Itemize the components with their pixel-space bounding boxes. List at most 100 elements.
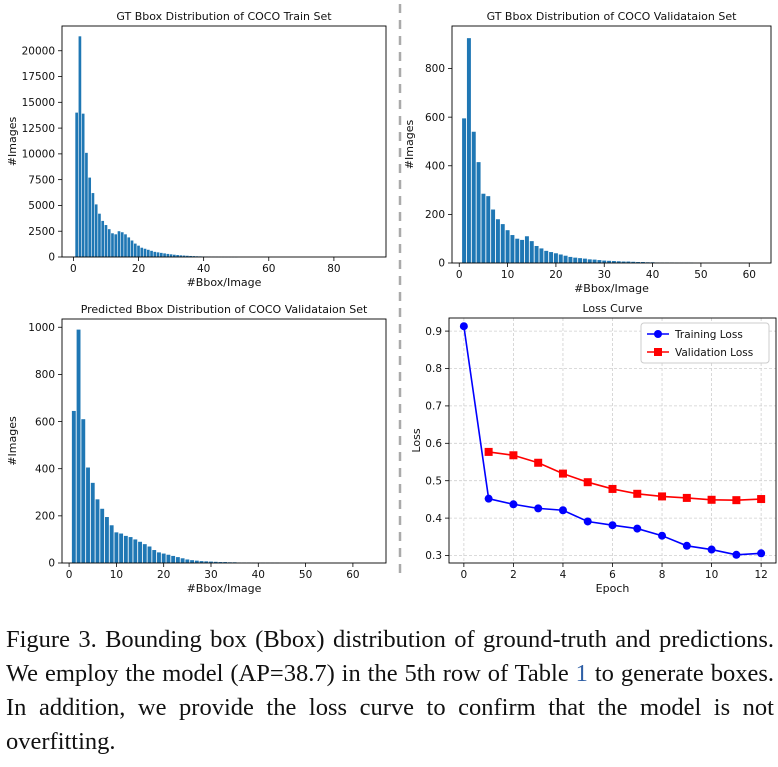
bar <box>223 562 228 563</box>
bar <box>553 253 558 263</box>
data-point <box>534 458 543 467</box>
bar <box>94 204 98 257</box>
bar <box>476 162 481 263</box>
y-tick-label: 15000 <box>22 97 55 109</box>
bar <box>481 193 486 263</box>
bar <box>173 254 176 257</box>
bar <box>71 410 76 563</box>
bar <box>88 177 92 257</box>
bar <box>568 256 573 263</box>
data-point <box>509 500 518 509</box>
bar <box>140 247 144 257</box>
bar <box>101 220 105 257</box>
x-tick-label: 30 <box>598 269 611 281</box>
bar <box>179 255 183 257</box>
bar <box>505 230 510 263</box>
bar <box>100 508 105 563</box>
y-axis-label: #Images <box>6 416 19 466</box>
bar <box>534 245 539 263</box>
bar <box>186 255 189 257</box>
x-tick-label: 60 <box>346 569 359 581</box>
bar <box>169 254 173 257</box>
data-point <box>558 506 567 515</box>
data-point <box>583 478 592 487</box>
x-tick-label: 20 <box>132 263 145 275</box>
bar <box>486 196 491 263</box>
data-point <box>484 494 493 503</box>
bar <box>142 544 147 563</box>
chart-4: 0 2 4 6 8 10 12 0.3 0.4 0.5 0.6 0.7 0.8 0.9 Loss Curve… <box>410 302 777 595</box>
bar <box>182 255 186 257</box>
y-tick-label: 7500 <box>28 174 55 186</box>
x-tick-label: 60 <box>743 269 756 281</box>
y-tick-label: 0 <box>48 558 55 570</box>
bar <box>185 559 190 563</box>
bar <box>213 561 218 563</box>
y-axis-label: #Images <box>403 120 416 170</box>
data-point <box>509 451 518 460</box>
table-reference-link[interactable]: 1 <box>575 660 588 687</box>
data-point <box>583 517 592 526</box>
legend-marker <box>654 330 662 338</box>
bar <box>631 261 636 263</box>
bar <box>524 236 529 263</box>
x-axis-label: #Bbox/Image <box>187 276 262 289</box>
x-tick-label: 50 <box>694 269 707 281</box>
data-point <box>534 504 543 513</box>
legend: Training Loss Validation Loss <box>640 322 770 364</box>
bar <box>130 240 134 257</box>
figure: 0 20 40 60 800250050007500100001250015000175… <box>6 4 777 595</box>
x-tick-label: 20 <box>549 269 562 281</box>
y-tick-label: 800 <box>35 369 55 381</box>
bar <box>133 243 137 257</box>
chart-title: GT Bbox Distribution of COCO Validataion… <box>487 10 738 23</box>
x-tick-label: 6 <box>609 569 616 581</box>
bar <box>549 252 554 263</box>
bar <box>138 541 142 563</box>
x-tick-label: 80 <box>327 263 340 275</box>
bar <box>539 248 544 263</box>
bar <box>109 525 114 563</box>
y-tick-label: 0.3 <box>425 550 442 562</box>
bar <box>520 239 525 263</box>
plot-frame <box>61 25 387 258</box>
bar <box>86 467 90 563</box>
bar <box>194 560 199 563</box>
bar <box>190 560 195 563</box>
bar <box>159 252 163 257</box>
bar <box>91 193 95 257</box>
bar <box>114 532 119 563</box>
legend-box <box>640 322 770 364</box>
caption-text: Figure 3. Bounding box (Bbox) distributi… <box>6 626 774 687</box>
y-tick-label: 200 <box>425 209 445 221</box>
data-point <box>682 493 691 502</box>
y-tick-label: 0.6 <box>425 438 442 450</box>
bar <box>90 482 95 563</box>
y-tick-label: 0.7 <box>425 401 442 413</box>
bar <box>597 260 602 263</box>
x-tick-label: 0 <box>461 569 468 581</box>
bar <box>471 131 476 263</box>
data-point <box>484 447 493 456</box>
bar <box>558 254 563 263</box>
bar <box>180 558 185 563</box>
y-tick-label: 200 <box>35 511 55 523</box>
bar <box>171 555 176 563</box>
bar <box>515 238 520 263</box>
data-point <box>757 549 766 558</box>
x-tick-label: 0 <box>70 263 77 275</box>
x-tick-label: 12 <box>754 569 767 581</box>
x-axis-label: #Bbox/Image <box>187 582 262 595</box>
bar <box>592 259 597 263</box>
bar <box>587 259 592 263</box>
bar <box>573 257 578 263</box>
plot-frame <box>61 318 387 564</box>
chart-title: GT Bbox Distribution of COCO Train Set <box>116 10 332 23</box>
bar <box>152 550 157 563</box>
y-tick-label: 17500 <box>22 71 55 83</box>
bar <box>626 261 631 263</box>
y-tick-label: 12500 <box>22 123 55 135</box>
x-tick-label: 40 <box>252 569 265 581</box>
y-axis-label: Loss <box>410 428 423 452</box>
y-tick-label: 600 <box>425 112 445 124</box>
